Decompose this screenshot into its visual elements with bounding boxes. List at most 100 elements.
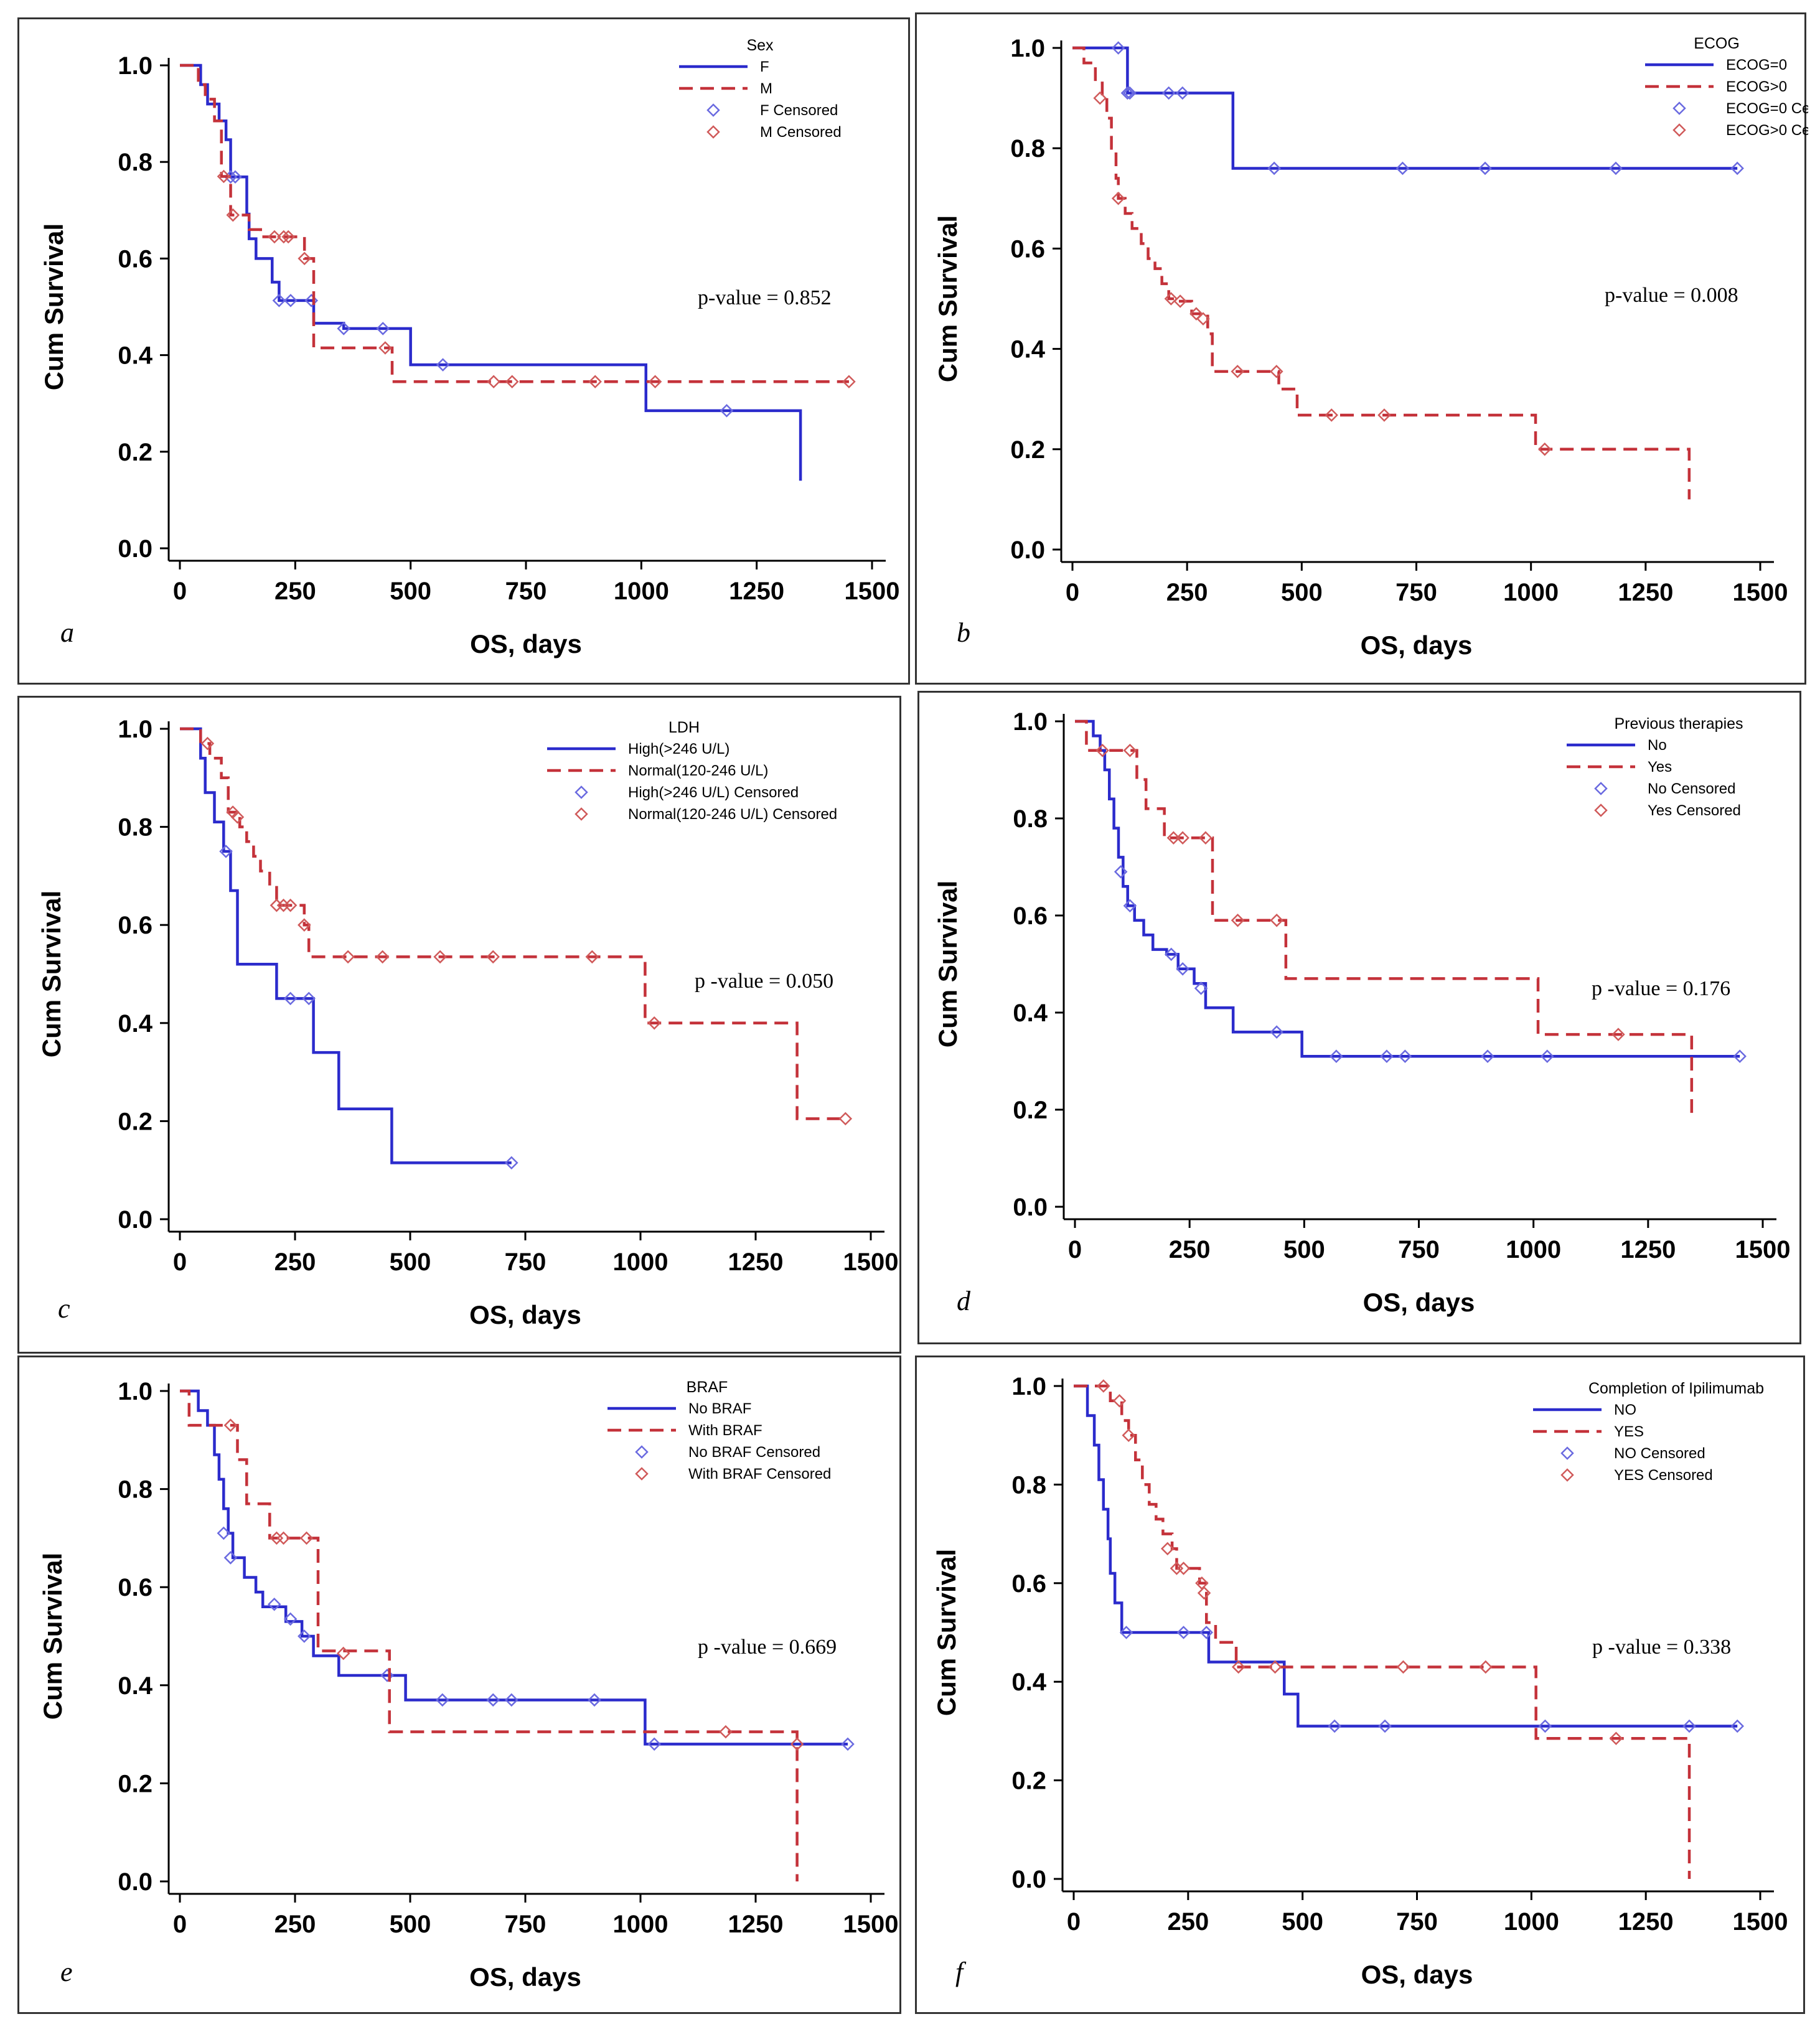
legend-entry: NO [1614, 1402, 1636, 1418]
x-axis-title: OS, days [1361, 1960, 1473, 1989]
y-tick-label: 0.2 [1013, 1097, 1048, 1124]
y-tick-label: 1.0 [1010, 35, 1045, 62]
legend-title: Previous therapies [1614, 715, 1743, 733]
y-tick-label: 0.8 [1011, 1471, 1046, 1499]
x-tick-label: 0 [1067, 1908, 1081, 1936]
panel-letter: c [58, 1293, 70, 1324]
censored-marker [1122, 1428, 1136, 1442]
censored-marker [268, 230, 281, 244]
censored-marker [298, 1629, 311, 1643]
x-tick-label: 1000 [1506, 1236, 1561, 1263]
x-tick-label: 0 [173, 1911, 187, 1938]
legend-entry: YES [1614, 1423, 1644, 1440]
censored-marker [1093, 91, 1107, 105]
km-plot-sex: 0 250 500 750 1000 1250 1500 0.0 0.2 0.4 0.6 0.8 1.0… [39, 37, 899, 658]
censored-marker [228, 170, 242, 184]
censored-marker [433, 950, 447, 964]
legend-censor-swatch [1672, 123, 1686, 137]
censored-marker [487, 375, 500, 389]
x-tick-label: 500 [1281, 579, 1323, 606]
panel-letter: e [60, 1957, 73, 1987]
survival-curve-series1 [180, 1389, 848, 1746]
y-tick-label: 0.0 [1013, 1194, 1048, 1221]
legend-title: ECOG [1694, 35, 1740, 52]
x-tick-label: 1500 [1735, 1236, 1791, 1263]
censored-marker [299, 1531, 314, 1545]
censored-marker [1270, 1025, 1283, 1039]
censored-marker [588, 1693, 601, 1707]
censored-marker [302, 991, 316, 1006]
censored-marker [1377, 408, 1391, 422]
y-axis-title: Cum Survival [932, 1549, 961, 1716]
legend-title: LDH [668, 719, 700, 736]
censored-marker [1160, 1542, 1175, 1556]
x-tick-label: 1250 [1618, 1908, 1674, 1936]
y-tick-label: 0.6 [1013, 902, 1048, 930]
panel-f: 0 250 500 750 1000 1250 1500 0.0 0.2 0.4 0.6 0.8 1.0… [915, 1356, 1805, 2014]
censored-marker [1095, 744, 1109, 757]
censored-marker [336, 1646, 350, 1660]
survival-curve-series1 [1075, 719, 1740, 1058]
x-tick-label: 1250 [1620, 1236, 1676, 1263]
censored-marker [226, 208, 240, 222]
censored-marker [505, 375, 519, 389]
panel-letter: b [957, 617, 970, 648]
x-tick-label: 500 [390, 1248, 431, 1276]
censored-marker [1609, 1731, 1623, 1746]
censored-marker [1231, 914, 1245, 927]
p-value-label: p-value = 0.852 [698, 286, 832, 309]
km-plot-braf: 0 250 500 750 1000 1250 1500 0.0 0.2 0.4 0.6 0.8 1.0… [38, 1378, 899, 1992]
censored-marker [1537, 443, 1552, 456]
x-tick-label: 250 [1169, 1236, 1211, 1263]
censored-marker [298, 918, 311, 932]
legend-entry: M [760, 80, 772, 97]
legend-entry: F [760, 59, 769, 75]
y-tick-label: 0.0 [1011, 1866, 1046, 1893]
censored-marker [1481, 1049, 1494, 1063]
legend-title: Completion of Ipilimumab [1588, 1380, 1764, 1397]
censored-marker [648, 375, 662, 389]
x-tick-label: 750 [505, 1248, 546, 1276]
y-tick-label: 0.6 [1010, 235, 1045, 263]
censored-marker [1176, 1626, 1191, 1639]
survival-curve-series2 [180, 727, 848, 1120]
censored-marker [1609, 161, 1623, 176]
x-tick-label: 750 [1398, 1236, 1440, 1263]
legend-entry: No Censored [1648, 780, 1735, 797]
censored-marker [1194, 981, 1208, 995]
censored-marker [1730, 1719, 1744, 1733]
y-axis-title: Cum Survival [933, 881, 962, 1047]
legend-entry: High(>246 U/L) [628, 741, 729, 757]
censored-marker [1478, 161, 1492, 176]
censored-marker [223, 1551, 238, 1565]
y-tick-label: 0.4 [1013, 1000, 1048, 1027]
censored-marker [1199, 831, 1213, 845]
censored-marker [337, 322, 350, 335]
censored-marker [1196, 312, 1210, 326]
censored-marker [1730, 161, 1744, 176]
x-tick-label: 250 [274, 578, 316, 605]
censored-marker [588, 375, 602, 389]
y-tick-label: 0.4 [118, 1010, 152, 1037]
censored-marker [1189, 307, 1203, 321]
censored-marker [219, 845, 233, 858]
censored-marker [283, 1612, 298, 1626]
censored-marker [341, 950, 355, 964]
km-plot-ecog: 0 250 500 750 1000 1250 1500 0.0 0.2 0.4 0.6 0.8 1.0… [933, 35, 1808, 660]
legend-censor-swatch [706, 103, 720, 117]
x-tick-label: 1000 [613, 1911, 668, 1938]
x-tick-label: 1500 [843, 1911, 899, 1938]
censored-marker [1176, 86, 1189, 100]
censored-marker [436, 358, 450, 372]
y-tick-label: 0.6 [118, 1574, 152, 1601]
x-tick-label: 0 [1066, 579, 1079, 606]
legend-censor-swatch [575, 807, 588, 821]
censored-marker [200, 736, 215, 751]
x-axis-title: OS, days [470, 629, 582, 658]
p-value-label: p -value = 0.669 [698, 1636, 837, 1659]
y-tick-label: 0.0 [118, 1206, 152, 1234]
x-tick-label: 1000 [1504, 1908, 1559, 1936]
censored-marker [1328, 1719, 1341, 1733]
x-tick-label: 750 [505, 578, 547, 605]
legend-censor-swatch [1560, 1468, 1574, 1482]
